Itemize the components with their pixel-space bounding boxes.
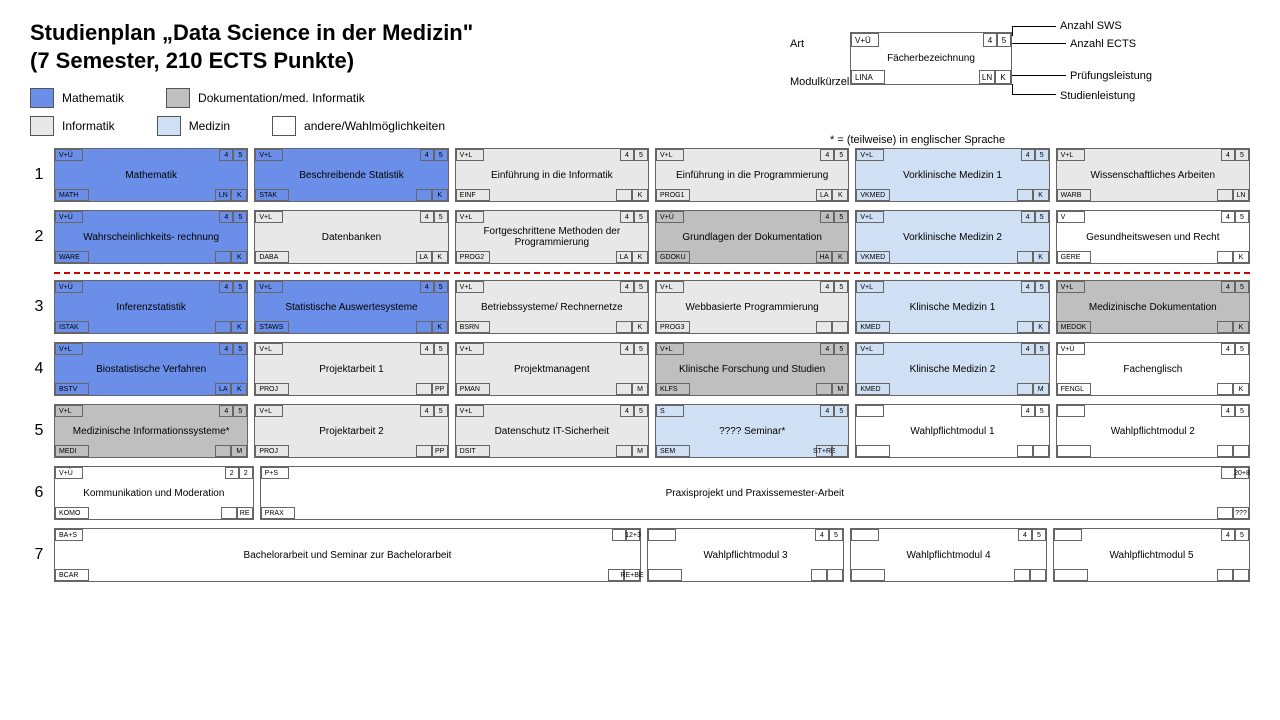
module-box: S45???? Seminar*SEMST+RE [655,404,849,458]
module-box: V+L45Klinische Medizin 2KMEDM [855,342,1049,396]
module-box: V+L45Wissenschaftliches ArbeitenWARBLN [1056,148,1250,202]
module-box: V+Ü45Wahrscheinlichkeits- rechnungWAREK [54,210,248,264]
module-box: V+L45Einführung in die ProgrammierungPRO… [655,148,849,202]
module-box: V+Ü45Grundlagen der DokumentationGDOKUHA… [655,210,849,264]
module-box: 45Wahlpflichtmodul 5 [1053,528,1250,582]
legend-item: andere/Wahlmöglichkeiten [304,119,445,133]
legend-item: Mathematik [62,91,124,105]
semester-number: 6 [30,466,48,520]
curriculum-grid: 1V+Ü45MathematikMATHLNKV+L45Beschreibend… [30,148,1250,582]
legend-item: Dokumentation/med. Informatik [198,91,365,105]
semester-number: 7 [30,528,48,582]
module-box: V45Gesundheitswesen und RechtGEREK [1056,210,1250,264]
module-box: V+Ü45InferenzstatistikISTAKK [54,280,248,334]
semester-number: 3 [30,280,48,334]
module-box: V+L45Klinische Forschung und StudienKLFS… [655,342,849,396]
semester-number: 1 [30,148,48,202]
module-box: V+L45Betriebssysteme/ RechnernetzeBSRNK [455,280,649,334]
module-box: V+Ü22Kommunikation und ModerationKOMORE [54,466,254,520]
module-box: V+L45Webbasierte ProgrammierungPROG3 [655,280,849,334]
legend-item: Informatik [62,119,115,133]
legend-item: Medizin [189,119,230,133]
legend-diagram: Art Modulkürzel Anzahl SWS Anzahl ECTS P… [790,20,1210,146]
module-box: V+Ü45FachenglischFENGLK [1056,342,1250,396]
module-box: V+L45Biostatistische VerfahrenBSTVLAK [54,342,248,396]
module-box: V+L45ProjektmanagentPMANM [455,342,649,396]
module-box: V+L45Projektarbeit 1PROJPP [254,342,448,396]
module-box: V+Ü45MathematikMATHLNK [54,148,248,202]
semester-number: 2 [30,210,48,264]
semester-number: 5 [30,404,48,458]
module-box: 45Wahlpflichtmodul 1 [855,404,1049,458]
module-box: V+L45Datenschutz IT-SicherheitDSITM [455,404,649,458]
module-box: V+L45Statistische AuswertesystemeSTAWSK [254,280,448,334]
module-box: 45Wahlpflichtmodul 4 [850,528,1047,582]
module-box: V+L45Klinische Medizin 1KMEDK [855,280,1049,334]
semester-number: 4 [30,342,48,396]
module-box: V+L45Projektarbeit 2PROJPP [254,404,448,458]
module-box: V+L45Medizinische DokumentationMEDOKK [1056,280,1250,334]
module-box: V+L45Vorklinische Medizin 2VKMEDK [855,210,1049,264]
module-box: V+L45DatenbankenDABALAK [254,210,448,264]
module-box: V+L45Fortgeschrittene Methoden der Progr… [455,210,649,264]
module-box: V+L45Einführung in die InformatikEINFK [455,148,649,202]
module-box: V+L45Medizinische Informationssysteme*ME… [54,404,248,458]
module-box: BA+S12+3Bachelorarbeit und Seminar zur B… [54,528,641,582]
module-box: V+L45Beschreibende StatistikSTAKK [254,148,448,202]
module-box: 45Wahlpflichtmodul 3 [647,528,844,582]
module-box: 45Wahlpflichtmodul 2 [1056,404,1250,458]
module-box: P+S20+8Praxisprojekt und Praxissemester-… [260,466,1250,520]
module-box: V+L45Vorklinische Medizin 1VKMEDK [855,148,1049,202]
